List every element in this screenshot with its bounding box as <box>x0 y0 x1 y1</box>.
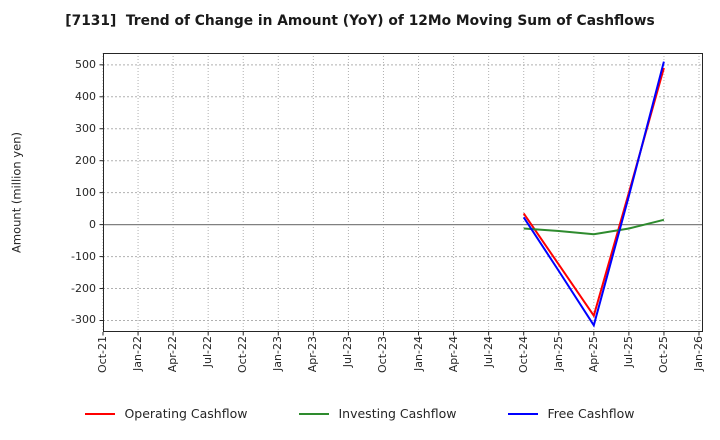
y-tick-label: 300 <box>75 121 96 135</box>
legend-swatch-investing-cashflow <box>299 412 330 416</box>
x-tick-label: Apr-22 <box>166 336 180 373</box>
chart-title: [7131] Trend of Change in Amount (YoY) o… <box>65 13 655 29</box>
plot-border <box>103 53 703 332</box>
x-tick-label: Jan-22 <box>131 336 145 371</box>
x-tick-label: Oct-23 <box>376 336 390 373</box>
legend-label: Operating Cashflow <box>124 406 248 421</box>
y-tick-label: -300 <box>71 313 96 327</box>
legend-label: Free Cashflow <box>547 406 635 421</box>
y-tick-label: 500 <box>75 57 96 71</box>
plot-area <box>99 53 703 336</box>
x-tick-label: Jul-24 <box>481 336 495 368</box>
x-tick-label: Oct-24 <box>516 336 530 373</box>
y-tick-label: -200 <box>71 281 96 295</box>
x-tick-label: Jan-26 <box>692 336 705 371</box>
x-tick-label: Oct-25 <box>656 336 670 373</box>
x-tick-label: Apr-23 <box>306 336 320 373</box>
x-tick-label: Apr-24 <box>446 336 460 373</box>
x-tick-label: Oct-22 <box>236 336 250 373</box>
x-tick-label: Apr-25 <box>586 336 600 373</box>
y-tick-label: -100 <box>71 249 96 263</box>
y-tick-label: 200 <box>75 153 96 167</box>
investing-cashflow-line <box>523 218 665 236</box>
x-tick-label: Jul-23 <box>341 336 355 368</box>
x-tick-label: Jan-25 <box>551 336 565 371</box>
y-tick-label: 0 <box>89 217 96 231</box>
legend-label: Investing Cashflow <box>338 406 457 421</box>
x-tick-label: Jan-23 <box>271 336 285 371</box>
legend: Operating Cashflow Investing Cashflow Free… <box>0 403 720 425</box>
y-axis-label: Amount (million yen) <box>9 132 24 253</box>
y-tick-label: 100 <box>75 185 96 199</box>
x-tick-label: Jul-22 <box>201 336 215 368</box>
legend-item-investing-cashflow: Investing Cashflow <box>299 406 456 422</box>
x-tick-label: Jan-24 <box>411 336 425 371</box>
x-tick-label: Jul-25 <box>621 336 635 368</box>
x-tick-label: Oct-21 <box>96 336 109 373</box>
legend-item-operating-cashflow: Operating Cashflow <box>85 406 247 422</box>
legend-swatch-operating-cashflow <box>85 412 116 416</box>
legend-swatch-free-cashflow <box>508 412 539 416</box>
free-cashflow-line <box>522 61 665 328</box>
legend-item-free-cashflow: Free Cashflow <box>508 406 635 422</box>
y-tick-label: 400 <box>75 89 96 103</box>
